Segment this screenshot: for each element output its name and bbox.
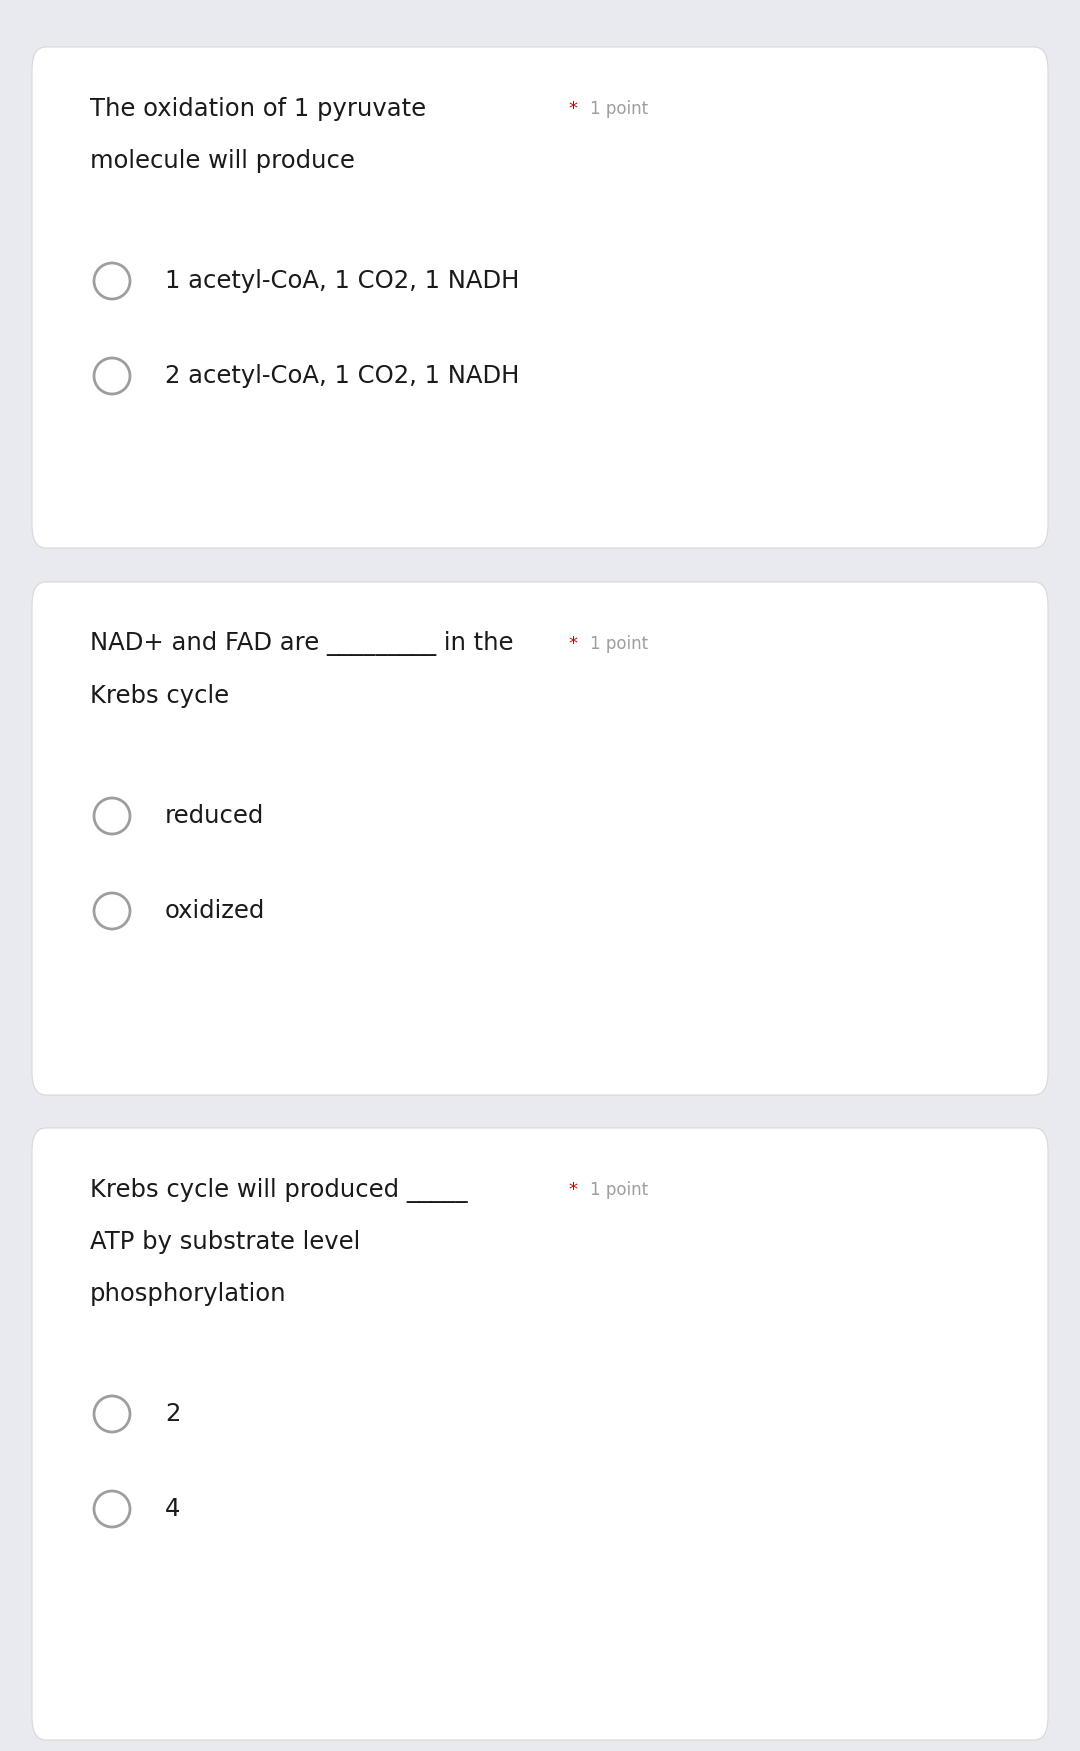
Text: 1 point: 1 point xyxy=(590,636,648,653)
Text: 1 point: 1 point xyxy=(590,100,648,117)
Text: 4: 4 xyxy=(165,1497,180,1522)
Text: The oxidation of 1 pyruvate: The oxidation of 1 pyruvate xyxy=(90,96,427,121)
Ellipse shape xyxy=(94,893,130,930)
Text: Krebs cycle: Krebs cycle xyxy=(90,685,229,707)
Text: ATP by substrate level: ATP by substrate level xyxy=(90,1229,361,1254)
Text: NAD+ and FAD are _________ in the: NAD+ and FAD are _________ in the xyxy=(90,632,513,657)
Text: *: * xyxy=(568,100,577,117)
Text: 1 point: 1 point xyxy=(590,1180,648,1199)
Text: 1 acetyl-CoA, 1 CO2, 1 NADH: 1 acetyl-CoA, 1 CO2, 1 NADH xyxy=(165,270,519,292)
Text: molecule will produce: molecule will produce xyxy=(90,149,355,173)
Ellipse shape xyxy=(94,798,130,833)
Ellipse shape xyxy=(94,1396,130,1432)
FancyBboxPatch shape xyxy=(32,1128,1048,1740)
Ellipse shape xyxy=(94,357,130,394)
Text: oxidized: oxidized xyxy=(165,898,266,923)
Text: *: * xyxy=(568,636,577,653)
Ellipse shape xyxy=(94,263,130,299)
FancyBboxPatch shape xyxy=(32,581,1048,1094)
Text: 2 acetyl-CoA, 1 CO2, 1 NADH: 2 acetyl-CoA, 1 CO2, 1 NADH xyxy=(165,364,519,389)
Ellipse shape xyxy=(94,1492,130,1527)
Text: *: * xyxy=(568,1180,577,1199)
Text: phosphorylation: phosphorylation xyxy=(90,1282,286,1306)
Text: 2: 2 xyxy=(165,1403,180,1425)
Text: reduced: reduced xyxy=(165,804,265,828)
Text: Krebs cycle will produced _____: Krebs cycle will produced _____ xyxy=(90,1177,468,1203)
FancyBboxPatch shape xyxy=(32,47,1048,548)
